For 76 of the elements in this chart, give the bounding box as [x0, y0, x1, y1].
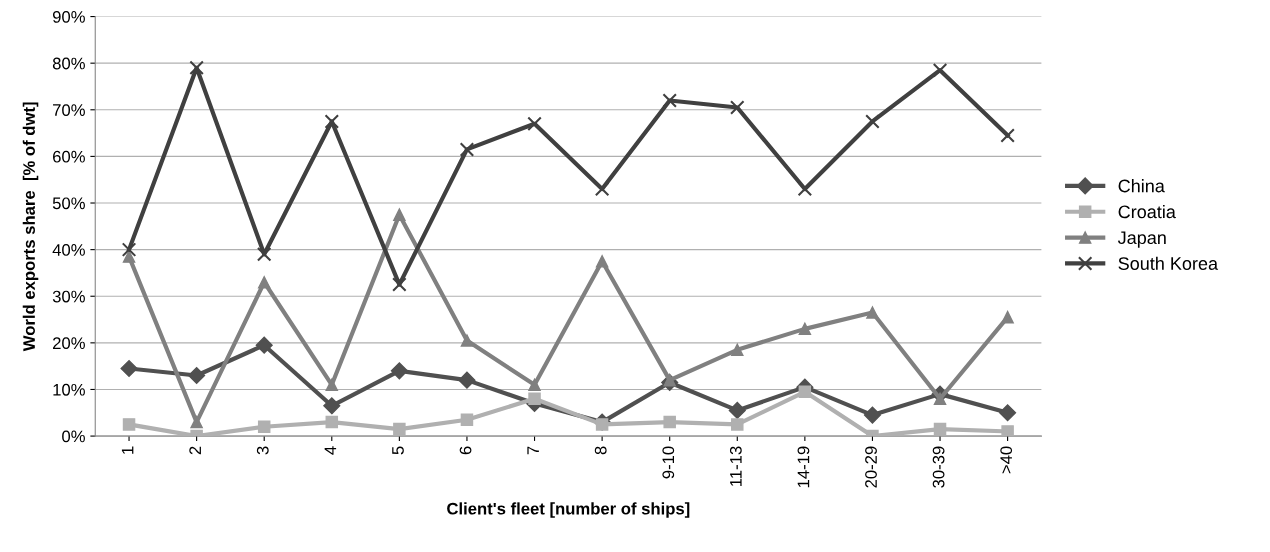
point [728, 401, 746, 419]
y-tick-label: 80% [52, 57, 85, 70]
point [256, 247, 272, 262]
point [122, 418, 136, 431]
point [729, 100, 745, 115]
y-tick-label: 90% [52, 10, 85, 23]
point [932, 62, 948, 78]
point [933, 392, 947, 406]
y-tick-label: 60% [53, 150, 85, 163]
point [1001, 310, 1014, 324]
point [527, 116, 542, 132]
point [865, 114, 880, 129]
legend-label: Croatia [1118, 204, 1176, 219]
point [460, 413, 474, 427]
x-tick-label: 30-39 [932, 446, 945, 488]
point [798, 322, 812, 336]
point [257, 276, 271, 289]
point [325, 415, 339, 429]
y-tick-label: 0% [62, 430, 85, 443]
point [458, 371, 476, 389]
point [798, 385, 812, 399]
point [999, 404, 1017, 422]
x-tick-label: 2 [189, 446, 201, 455]
point [120, 359, 138, 378]
legend-label: China [1118, 179, 1165, 193]
point [392, 277, 407, 292]
x-tick-label: 4 [324, 446, 337, 455]
point [190, 415, 203, 429]
point [325, 378, 339, 392]
point [188, 366, 206, 385]
x-tick-label: 14-19 [797, 446, 810, 488]
point [528, 378, 541, 392]
x-tick-label: 3 [256, 446, 269, 455]
point [731, 343, 744, 357]
point [189, 60, 204, 76]
y-tick-label: 10% [53, 383, 85, 396]
point [390, 362, 408, 380]
point [324, 114, 340, 129]
point [393, 208, 406, 221]
point [595, 418, 609, 431]
x-tick-label: 11-13 [729, 446, 742, 486]
point [663, 415, 676, 429]
point [863, 406, 881, 424]
point [1000, 128, 1015, 143]
point [122, 250, 136, 263]
x-tick-label: >40 [1000, 446, 1013, 474]
point [933, 422, 947, 436]
y-tick-label: 50% [52, 197, 85, 210]
point [121, 242, 137, 257]
point [662, 93, 677, 108]
point [255, 336, 273, 354]
y-tick-label: 20% [53, 337, 85, 350]
x-tick-label: 8 [594, 446, 607, 455]
x-tick-label: 9-10 [662, 446, 675, 479]
legend-label: South Korea [1118, 256, 1219, 270]
point [595, 255, 609, 268]
x-tick-label: 20-29 [865, 446, 877, 488]
x-tick-label: 7 [527, 446, 539, 455]
y-tick-label: 40% [52, 244, 85, 256]
point [323, 397, 341, 415]
x-tick-label: 5 [392, 446, 404, 455]
point [393, 422, 406, 436]
point [460, 334, 474, 347]
y-tick-label: 30% [52, 290, 85, 303]
point [257, 420, 271, 434]
x-tick-label: 6 [459, 446, 472, 455]
point [594, 181, 610, 197]
legend-label: Japan [1117, 231, 1166, 248]
point [866, 306, 879, 319]
point [459, 142, 475, 157]
x-axis-title: Client's fleet [number of ships] [447, 502, 690, 518]
point [528, 392, 541, 406]
y-tick-label: 70% [53, 104, 85, 116]
y-axis-title: World exports share [% of dwt] [22, 102, 39, 352]
point [731, 418, 744, 431]
x-tick-label: 1 [121, 446, 134, 454]
